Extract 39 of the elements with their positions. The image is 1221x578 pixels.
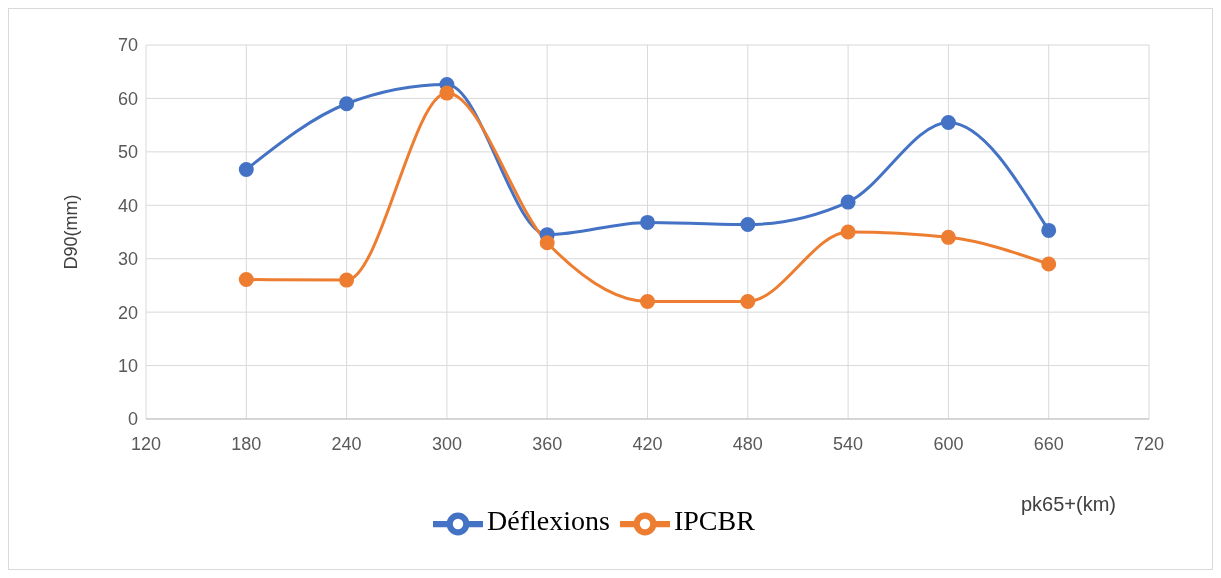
x-tick-label: 360 bbox=[532, 433, 563, 454]
legend-label: IPCBR bbox=[673, 505, 755, 537]
x-tick-label: 480 bbox=[732, 433, 763, 454]
point bbox=[439, 85, 455, 101]
point bbox=[1041, 222, 1057, 238]
point bbox=[339, 96, 355, 112]
y-tick-label: 50 bbox=[117, 142, 138, 163]
point bbox=[940, 114, 956, 130]
point bbox=[640, 293, 655, 309]
y-tick-label: 0 bbox=[127, 409, 138, 430]
point bbox=[539, 235, 555, 251]
point bbox=[740, 217, 756, 233]
point bbox=[940, 229, 956, 245]
x-tick-label: 660 bbox=[1033, 433, 1064, 454]
y-tick-label: 70 bbox=[117, 35, 138, 56]
x-tick-label: 120 bbox=[130, 433, 162, 454]
y-tick-label: 40 bbox=[117, 195, 138, 216]
y-tick-label: 30 bbox=[117, 249, 138, 270]
x-tick-label: 240 bbox=[331, 433, 362, 454]
y-tick-label: 20 bbox=[117, 302, 138, 323]
point bbox=[740, 293, 756, 309]
point bbox=[840, 224, 856, 240]
x-tick-label: 180 bbox=[231, 433, 262, 454]
point bbox=[1041, 256, 1057, 272]
point bbox=[238, 161, 254, 177]
y-tick-label: 60 bbox=[117, 88, 138, 109]
x-tick-label: 720 bbox=[1133, 433, 1165, 454]
x-axis-title: pk65+(km) bbox=[1021, 493, 1117, 516]
x-tick-label: 300 bbox=[431, 433, 462, 454]
x-tick-label: 600 bbox=[933, 433, 964, 454]
point bbox=[339, 272, 355, 288]
y-axis-title: D90(mm) bbox=[61, 194, 82, 270]
x-tick-label: 420 bbox=[632, 433, 663, 454]
legend-label: Déflexions bbox=[487, 505, 610, 537]
point bbox=[238, 272, 254, 288]
x-tick-label: 540 bbox=[833, 433, 864, 454]
y-tick-label: 10 bbox=[117, 355, 138, 376]
point bbox=[640, 214, 655, 230]
point bbox=[840, 194, 856, 210]
